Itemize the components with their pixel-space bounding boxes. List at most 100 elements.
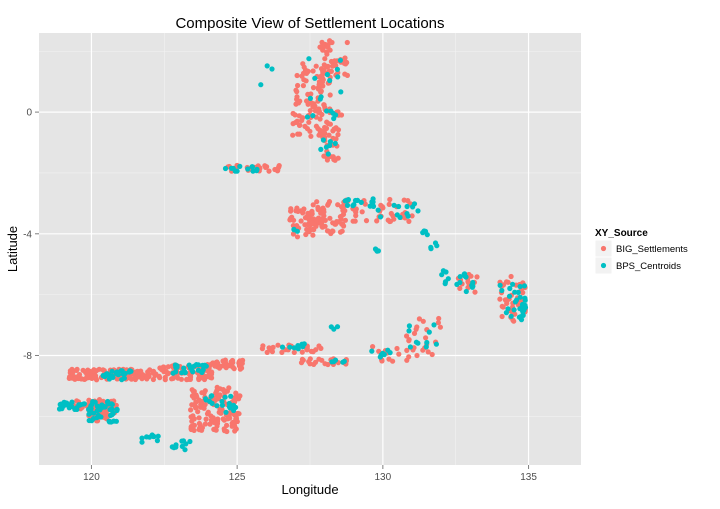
point-big-settlements [208,361,214,367]
point-big-settlements [328,230,334,237]
point-bps-centroids [521,307,527,313]
point-big-settlements [370,344,376,350]
point-big-settlements [420,318,426,324]
legend-key-big-settlements [600,245,607,252]
x-axis-label: Longitude [281,482,338,497]
point-big-settlements [74,366,80,372]
point-bps-centroids [330,110,336,116]
point-big-settlements [325,44,331,50]
point-bps-centroids [219,398,225,405]
point-big-settlements [338,213,344,219]
point-bps-centroids [114,369,120,375]
point-bps-centroids [439,272,445,278]
point-big-settlements [270,344,276,350]
point-big-settlements [290,231,296,237]
point-big-settlements [309,220,316,226]
point-bps-centroids [179,438,185,444]
point-big-settlements [335,127,342,133]
x-tick-label: 120 [83,472,100,483]
point-bps-centroids [320,137,326,143]
point-big-settlements [303,78,309,84]
point-big-settlements [312,108,318,114]
point-big-settlements [335,132,341,138]
point-big-settlements [362,201,368,207]
point-big-settlements [311,361,317,367]
point-bps-centroids [378,352,385,358]
point-big-settlements [313,217,319,223]
point-bps-centroids [86,417,92,424]
point-bps-centroids [139,435,145,441]
point-bps-centroids [338,89,344,95]
point-big-settlements [294,96,300,102]
point-big-settlements [299,356,305,362]
point-bps-centroids [222,394,228,400]
point-bps-centroids [219,402,225,408]
point-big-settlements [420,347,426,353]
y-axis: 0 -4 -8 [23,108,39,362]
point-bps-centroids [169,444,175,450]
point-big-settlements [229,357,236,364]
point-big-settlements [93,368,99,374]
point-big-settlements [196,376,202,383]
point-big-settlements [226,385,232,391]
point-big-settlements [290,132,296,138]
point-big-settlements [237,393,243,399]
point-big-settlements [214,361,221,367]
point-bps-centroids [56,406,63,412]
point-bps-centroids [512,289,518,295]
point-bps-centroids [233,404,239,410]
point-big-settlements [520,290,526,296]
point-big-settlements [207,421,213,427]
point-big-settlements [300,83,306,89]
point-big-settlements [376,348,382,354]
point-bps-centroids [187,438,193,445]
point-bps-centroids [310,113,316,119]
point-bps-centroids [104,399,111,405]
point-big-settlements [350,218,356,224]
point-big-settlements [101,411,108,417]
point-big-settlements [305,210,311,216]
point-big-settlements [162,374,168,380]
point-big-settlements [322,124,328,131]
point-big-settlements [416,316,422,322]
point-bps-centroids [214,403,220,409]
point-bps-centroids [291,345,297,351]
y-tick-label: -4 [23,229,32,240]
point-big-settlements [499,303,505,309]
point-big-settlements [404,333,410,339]
point-big-settlements [319,216,326,222]
point-big-settlements [308,348,314,354]
point-big-settlements [406,218,412,224]
point-bps-centroids [410,204,416,210]
point-big-settlements [295,208,301,214]
point-bps-centroids [269,66,275,72]
point-big-settlements [321,209,327,215]
point-big-settlements [324,51,330,57]
point-bps-centroids [306,56,312,62]
point-bps-centroids [334,324,341,330]
point-big-settlements [296,122,303,128]
legend-label-bps-centroids: BPS_Centroids [616,261,681,272]
point-big-settlements [310,85,317,91]
point-big-settlements [295,131,301,137]
point-big-settlements [315,207,321,213]
point-bps-centroids [421,228,427,234]
point-big-settlements [144,376,150,382]
point-big-settlements [437,324,443,330]
point-big-settlements [293,119,299,126]
point-bps-centroids [334,66,340,72]
point-bps-centroids [522,295,528,301]
point-big-settlements [333,221,339,227]
point-bps-centroids [405,213,411,219]
point-bps-centroids [100,404,106,410]
point-bps-centroids [317,96,323,102]
point-big-settlements [266,168,272,174]
point-big-settlements [310,68,316,74]
point-big-settlements [314,199,320,205]
data-points [56,38,529,453]
point-big-settlements [153,371,159,377]
point-big-settlements [363,218,370,224]
point-bps-centroids [304,114,310,120]
point-big-settlements [318,345,324,351]
point-big-settlements [318,89,324,95]
